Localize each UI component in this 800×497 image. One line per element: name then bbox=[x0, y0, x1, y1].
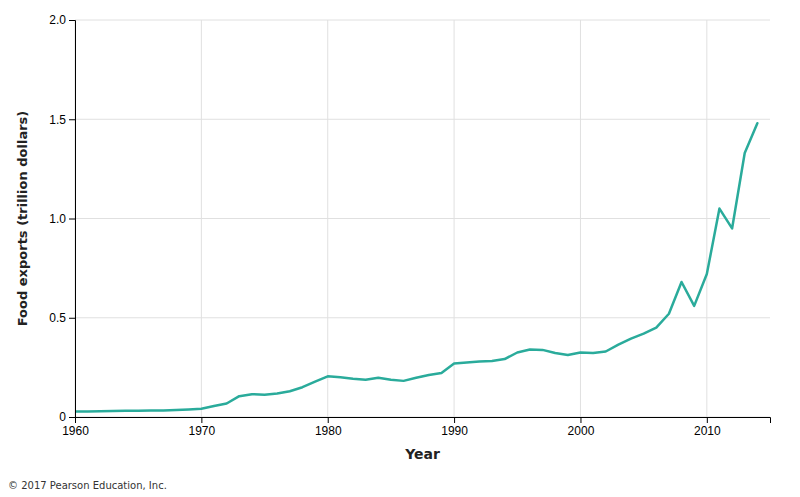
x-tick-mark bbox=[328, 417, 329, 423]
y-tick-label: 1.5 bbox=[49, 113, 66, 127]
chart: 1960 1970 1980 1990 2000 2010 0 0.5 1.0 1.5 2.0 Yea… bbox=[0, 0, 800, 497]
y-tick-mark bbox=[69, 417, 75, 418]
x-tick-label: 1970 bbox=[189, 424, 216, 438]
grid-line-y bbox=[75, 20, 770, 21]
y-tick-mark bbox=[69, 318, 75, 319]
y-tick: 1.0 bbox=[49, 212, 75, 226]
x-axis: 1960 1970 1980 1990 2000 2010 bbox=[62, 417, 770, 438]
grid-line-y bbox=[75, 218, 770, 219]
x-tick-mark bbox=[707, 417, 708, 423]
x-tick-label: 1980 bbox=[315, 424, 342, 438]
x-tick-mark bbox=[454, 417, 455, 423]
y-tick-label: 1.0 bbox=[49, 212, 66, 226]
x-tick: 2000 bbox=[568, 417, 595, 438]
line bbox=[75, 123, 757, 411]
marks bbox=[75, 123, 757, 411]
x-tick-mark bbox=[580, 417, 581, 423]
footnote: © 2017 Pearson Education, Inc. bbox=[8, 480, 167, 491]
grid-line-y bbox=[75, 119, 770, 120]
x-tick-label: 1990 bbox=[441, 424, 468, 438]
y-tick: 1.5 bbox=[49, 113, 75, 127]
y-tick-label: 0 bbox=[59, 410, 66, 424]
x-label: Year bbox=[404, 446, 440, 462]
y-label: Food exports (trillion dollars) bbox=[15, 111, 30, 327]
x-tick-label: 2010 bbox=[694, 424, 721, 438]
x-tick: 1990 bbox=[441, 417, 468, 438]
y-tick: 0 bbox=[59, 410, 75, 424]
y-tick-mark bbox=[69, 119, 75, 120]
grid bbox=[75, 20, 770, 417]
x-domain bbox=[76, 418, 771, 424]
x-tick: 1960 bbox=[62, 417, 89, 438]
x-tick-label: 1960 bbox=[62, 424, 89, 438]
x-tick-mark bbox=[201, 417, 202, 423]
y-tick-label: 2.0 bbox=[49, 13, 66, 27]
y-tick-label: 0.5 bbox=[49, 311, 66, 325]
y-domain bbox=[69, 21, 76, 418]
y-tick: 2.0 bbox=[49, 13, 75, 27]
y-tick-mark bbox=[69, 219, 75, 220]
x-tick-label: 2000 bbox=[568, 424, 595, 438]
y-axis: 0 0.5 1.0 1.5 2.0 bbox=[49, 13, 75, 424]
y-tick: 0.5 bbox=[49, 311, 75, 325]
y-tick-mark bbox=[69, 20, 75, 21]
plot: 1960 1970 1980 1990 2000 2010 0 0.5 1.0 1.5 2.0 Yea… bbox=[15, 13, 771, 462]
x-tick: 2010 bbox=[694, 417, 721, 438]
x-tick: 1980 bbox=[315, 417, 342, 438]
x-tick: 1970 bbox=[189, 417, 216, 438]
